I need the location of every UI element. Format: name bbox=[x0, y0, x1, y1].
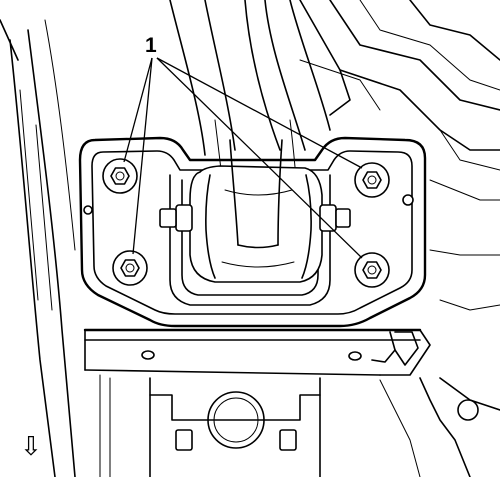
through-bolt bbox=[159, 204, 351, 232]
bracket-studs bbox=[83, 194, 414, 215]
mount-bracket bbox=[78, 136, 427, 328]
callout-label: 1 bbox=[145, 34, 157, 57]
rubber-bushing bbox=[189, 139, 323, 283]
left-frame-rail bbox=[0, 19, 76, 477]
mount-bolt-lower-right bbox=[354, 252, 390, 288]
lower-subframe bbox=[149, 179, 500, 477]
lower-crossmember bbox=[83, 328, 431, 477]
mount-cradle bbox=[169, 174, 331, 306]
right-body-structure bbox=[299, 0, 500, 171]
mount-bolt-upper-right bbox=[354, 162, 390, 198]
direction-arrow-icon: ⇩ bbox=[20, 432, 42, 462]
mount-bolt-upper-left bbox=[102, 158, 138, 194]
mount-bolt-lower-left bbox=[112, 250, 148, 286]
callout-leaders bbox=[123, 57, 363, 259]
